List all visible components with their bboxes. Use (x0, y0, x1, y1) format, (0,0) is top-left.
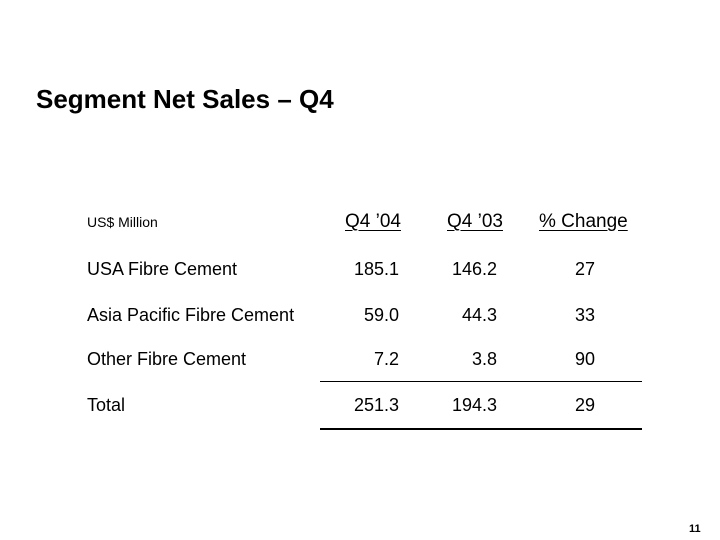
table-cell: 33 (574, 305, 595, 325)
table-cell: 7.2 (373, 349, 399, 369)
table-cell: 3.8 (471, 349, 497, 369)
row-label: Asia Pacific Fibre Cement (87, 305, 295, 325)
row-label: USA Fibre Cement (87, 259, 238, 279)
table-cell: 90 (574, 349, 595, 369)
row-label: Total (87, 395, 126, 415)
table-cell: 59.0 (363, 305, 399, 325)
table-cell: 251.3 (353, 395, 399, 415)
table-cell: 146.2 (451, 259, 497, 279)
column-header-pct-change: % Change (539, 211, 628, 232)
total-rule (320, 428, 642, 430)
slide-title: Segment Net Sales – Q4 (36, 84, 334, 114)
column-header-q4-03: Q4 ’03 (447, 211, 503, 232)
table-cell: 27 (574, 259, 595, 279)
column-header-q4-04: Q4 ’04 (345, 211, 401, 232)
units-label: US$ Million (87, 214, 158, 230)
page-number: 11 (689, 523, 701, 535)
table-cell: 185.1 (353, 259, 399, 279)
subtotal-rule (320, 381, 642, 382)
table-cell: 44.3 (461, 305, 497, 325)
table-cell: 194.3 (451, 395, 497, 415)
row-label: Other Fibre Cement (87, 349, 247, 369)
table-cell: 29 (574, 395, 595, 415)
